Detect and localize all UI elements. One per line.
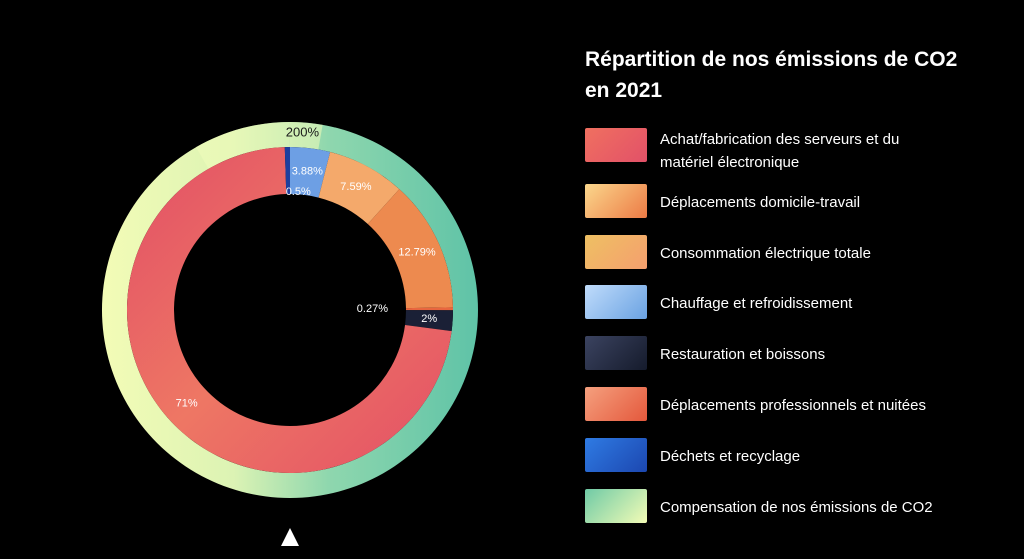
inner-slice-electricite <box>318 152 400 224</box>
legend-label-line1: Chauffage et refroidissement <box>660 295 853 312</box>
legend-swatch <box>585 387 647 421</box>
outer-slice-highlight <box>196 122 323 169</box>
legend-item: Déplacements domicile-travail <box>585 184 1005 220</box>
slice-labels: 3.88% 7.59% 12.79% 0.27% 2% 71% 0.5% 200% <box>176 124 438 409</box>
legend-item: Compensation de nos émissions de CO2 <box>585 489 1005 525</box>
legend-swatch <box>585 438 647 472</box>
legend-label-line1: Consommation électrique totale <box>660 245 871 262</box>
legend-swatch <box>585 235 647 269</box>
legend-label: Déplacements domicile-travail <box>660 191 990 214</box>
legend-label-line1: Déplacements professionnels et nuitées <box>660 397 926 414</box>
chart-title-line1: Répartition de nos émissions de CO2 <box>585 48 958 71</box>
legend-label: Compensation de nos émissions de CO2 <box>660 496 990 519</box>
legend-item: Achat/fabrication des serveurs et du maté… <box>585 128 1005 171</box>
legend-label-line2: matériel électronique <box>660 154 800 171</box>
legend-swatch <box>585 184 647 218</box>
slice-label-pro: 0.27% <box>357 303 388 315</box>
outer-ring <box>101 122 478 498</box>
legend-label-line1: Achat/fabrication des serveurs et du <box>660 131 900 148</box>
inner-ring <box>126 147 453 474</box>
legend-item: Déplacements professionnels et nuitées <box>585 387 1005 423</box>
legend-label-line1: Déchets et recyclage <box>660 448 801 465</box>
slice-label-compensation: 200% <box>286 124 320 139</box>
legend-label-line1: Déplacements domicile-travail <box>660 194 861 211</box>
legend-label: Consommation électrique totale <box>660 242 990 265</box>
inner-slice-chauffage <box>290 147 331 198</box>
legend-label: Déplacements professionnels et nuitées <box>660 394 990 417</box>
legend-swatch <box>585 336 647 370</box>
legend-swatch <box>585 489 647 523</box>
slice-label-chauffage: 3.88% <box>292 165 323 177</box>
up-triangle-icon[interactable] <box>280 527 300 547</box>
legend-label: Déchets et recyclage <box>660 445 990 468</box>
legend-item: Chauffage et refroidissement <box>585 285 1005 321</box>
legend-label-line1: Restauration et boissons <box>660 346 826 363</box>
legend-item: Restauration et boissons <box>585 336 1005 372</box>
legend-label: Chauffage et refroidissement <box>660 292 990 315</box>
chart-title-line2: en 2021 <box>585 79 663 102</box>
slice-label-domicile: 12.79% <box>398 246 436 258</box>
inner-slice-pro <box>405 307 453 311</box>
legend-item: Consommation électrique totale <box>585 235 1005 271</box>
inner-slice-domicile <box>367 189 453 309</box>
legend-label-line1: Compensation de nos émissions de CO2 <box>660 499 933 516</box>
slice-label-restauration: 2% <box>421 313 437 325</box>
legend-swatch <box>585 285 647 319</box>
legend-label: Achat/fabrication des serveurs et du maté… <box>660 128 990 174</box>
legend-label: Restauration et boissons <box>660 343 990 366</box>
inner-slice-restauration <box>405 310 453 332</box>
chart-title: Répartition de nos émissions de CO2 en 2… <box>585 44 1005 106</box>
slice-label-electricite: 7.59% <box>340 181 371 193</box>
legend-swatch <box>585 128 647 162</box>
slice-label-achat: 71% <box>176 398 198 410</box>
slice-label-dechets: 0.5% <box>286 186 311 198</box>
legend-item: Déchets et recyclage <box>585 438 1005 474</box>
inner-slice-dechets <box>284 147 290 195</box>
